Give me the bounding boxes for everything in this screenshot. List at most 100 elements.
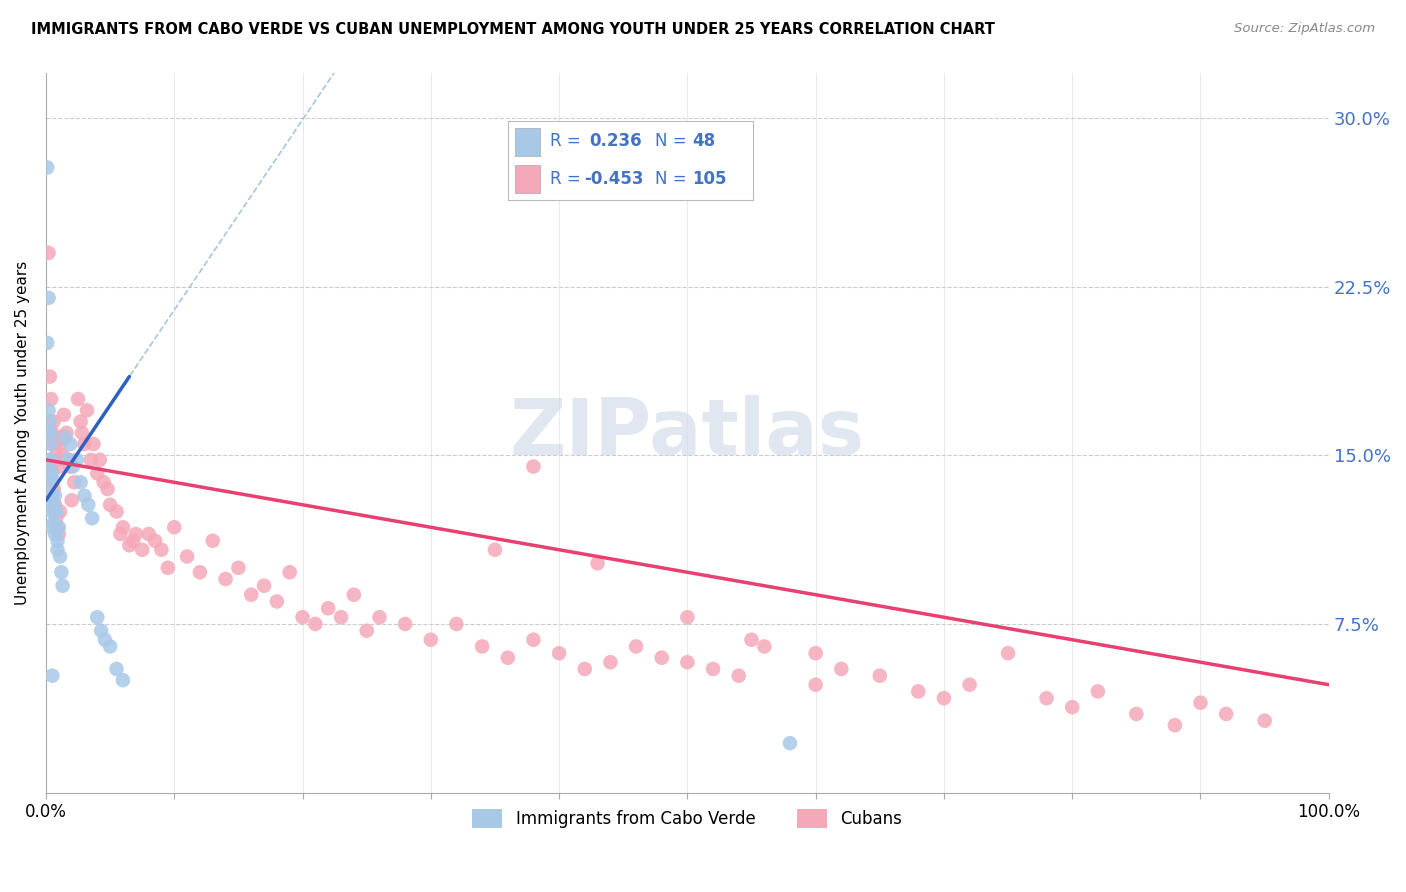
Point	[1215, 706, 1237, 721]
Point	[201, 533, 224, 548]
Point	[44, 504, 66, 518]
Point	[46, 533, 69, 548]
Point	[38, 246, 60, 260]
Point	[59, 437, 82, 451]
Point	[118, 538, 141, 552]
Point	[41, 467, 63, 481]
Point	[959, 678, 981, 692]
Point	[42, 482, 65, 496]
Text: N =: N =	[655, 170, 686, 188]
Point	[49, 504, 72, 518]
Point	[368, 610, 391, 624]
Text: Source: ZipAtlas.com: Source: ZipAtlas.com	[1234, 22, 1375, 36]
Point	[138, 527, 160, 541]
Point	[111, 520, 134, 534]
Point	[52, 579, 75, 593]
Point	[41, 504, 63, 518]
Point	[73, 437, 96, 451]
Point	[122, 533, 145, 548]
Point	[1253, 714, 1275, 728]
Point	[484, 542, 506, 557]
Point	[45, 448, 67, 462]
Point	[394, 617, 416, 632]
Point	[1189, 696, 1212, 710]
Text: R =: R =	[550, 132, 581, 151]
Point	[46, 542, 69, 557]
Point	[59, 459, 82, 474]
Point	[830, 662, 852, 676]
Point	[52, 408, 75, 422]
Point	[111, 673, 134, 688]
Point	[997, 646, 1019, 660]
Y-axis label: Unemployment Among Youth under 25 years: Unemployment Among Youth under 25 years	[15, 260, 30, 605]
Point	[38, 425, 60, 440]
Point	[70, 425, 93, 440]
Point	[163, 520, 186, 534]
Point	[316, 601, 339, 615]
Point	[150, 542, 173, 557]
Point	[48, 459, 70, 474]
Point	[44, 498, 66, 512]
Point	[45, 520, 67, 534]
Point	[356, 624, 378, 638]
Point	[80, 452, 103, 467]
Point	[98, 640, 121, 654]
Point	[804, 678, 827, 692]
Point	[548, 646, 571, 660]
Point	[46, 452, 69, 467]
Point	[727, 669, 749, 683]
Text: ZIPatlas: ZIPatlas	[510, 395, 865, 471]
Point	[228, 560, 250, 574]
Point	[49, 549, 72, 564]
Bar	[516, 128, 540, 155]
Point	[94, 632, 117, 647]
Point	[90, 624, 112, 638]
Point	[522, 632, 544, 647]
Point	[41, 520, 63, 534]
Point	[1164, 718, 1187, 732]
Point	[651, 650, 673, 665]
Point	[45, 511, 67, 525]
Point	[1087, 684, 1109, 698]
Point	[41, 475, 63, 490]
Point	[932, 691, 955, 706]
Point	[73, 489, 96, 503]
Point	[39, 392, 62, 406]
Point	[89, 452, 111, 467]
Point	[86, 467, 108, 481]
Point	[188, 566, 211, 580]
Point	[51, 430, 73, 444]
Point	[44, 527, 66, 541]
Point	[46, 520, 69, 534]
Point	[63, 475, 86, 490]
Point	[599, 655, 621, 669]
Point	[48, 520, 70, 534]
Point	[702, 662, 724, 676]
Point	[77, 498, 100, 512]
Point	[304, 617, 326, 632]
Point	[131, 542, 153, 557]
Point	[105, 662, 128, 676]
Point	[754, 640, 776, 654]
Point	[38, 403, 60, 417]
Point	[741, 632, 763, 647]
Point	[907, 684, 929, 698]
Point	[51, 566, 73, 580]
Point	[343, 588, 366, 602]
Point	[38, 475, 60, 490]
Point	[56, 452, 79, 467]
Point	[39, 471, 62, 485]
Text: 0.236: 0.236	[589, 132, 641, 151]
Point	[330, 610, 353, 624]
Point	[38, 369, 60, 384]
Point	[42, 516, 65, 530]
Point	[1062, 700, 1084, 714]
Point	[37, 459, 59, 474]
Point	[522, 459, 544, 474]
Point	[69, 475, 91, 490]
Point	[676, 655, 699, 669]
Point	[48, 527, 70, 541]
Point	[38, 291, 60, 305]
Point	[419, 632, 441, 647]
Point	[586, 556, 609, 570]
